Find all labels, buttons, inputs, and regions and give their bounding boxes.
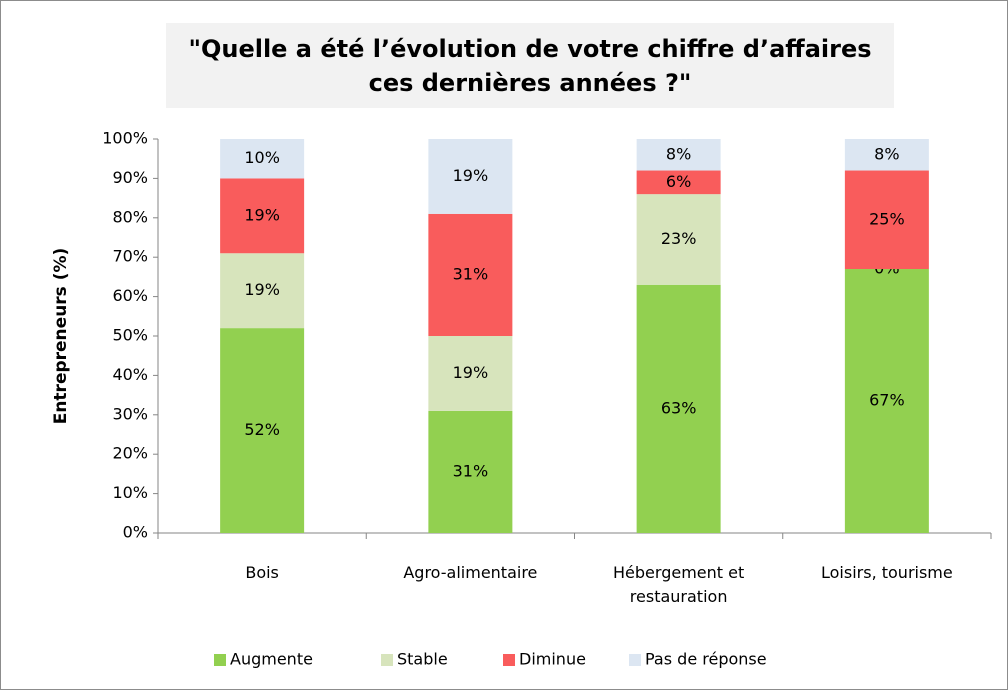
data-label: 10% [244,148,280,167]
x-tick-label: Loisirs, tourisme [821,563,953,582]
data-label: 19% [453,166,489,185]
bar-segment [844,139,929,171]
y-tick-label: 40% [112,365,148,384]
legend-swatch [381,654,393,666]
data-label: 19% [244,205,280,224]
data-label: 25% [869,209,905,228]
bar-segment [220,253,305,329]
data-label: 63% [661,398,697,417]
y-tick-label: 30% [112,404,148,423]
y-tick-label: 90% [112,168,148,187]
bar-segment [844,269,929,533]
bar-segment [636,194,721,285]
legend-label: Stable [397,650,448,669]
legend-swatch [629,654,641,666]
data-label: 8% [666,144,691,163]
legend-label: Pas de réponse [645,650,767,669]
bar-segment [428,410,513,533]
y-tick-label: 10% [112,483,148,502]
y-tick-label: 50% [112,326,148,345]
bar-segment [844,170,929,270]
bar-segment [636,284,721,533]
legend-swatch [214,654,226,666]
data-label: 6% [666,172,691,191]
data-label: 31% [453,461,489,480]
data-label: 19% [244,280,280,299]
legend-swatch [503,654,515,666]
bar-segment [428,139,513,214]
data-label: 23% [661,229,697,248]
bar-segment [220,178,305,254]
legend-label: Augmente [230,650,313,669]
bar-segment [428,336,513,411]
data-label: 8% [874,144,899,163]
legend-label: Diminue [519,650,586,669]
y-tick-label: 80% [112,207,148,226]
data-label: 31% [453,264,489,283]
x-tick-label: Hébergement et restauration [613,563,745,606]
y-tick-label: 70% [112,247,148,266]
chart-title: "Quelle a été l’évolution de votre chiff… [166,23,894,108]
y-tick-label: 60% [112,286,148,305]
data-label: 19% [453,363,489,382]
x-tick-label: Agro-alimentaire [403,563,538,582]
bar-segment [220,328,305,533]
data-label: 67% [869,391,905,410]
bar-segment [636,139,721,171]
y-axis-title: Entrepreneurs (%) [51,248,71,425]
y-tick-label: 100% [102,129,148,148]
bar-segment [428,213,513,336]
y-tick-label: 20% [112,444,148,463]
data-label: 52% [244,420,280,439]
bar-segment [636,170,721,195]
x-tick-label: Bois [245,563,279,582]
bar-segment [220,139,305,179]
y-tick-label: 0% [123,523,148,542]
